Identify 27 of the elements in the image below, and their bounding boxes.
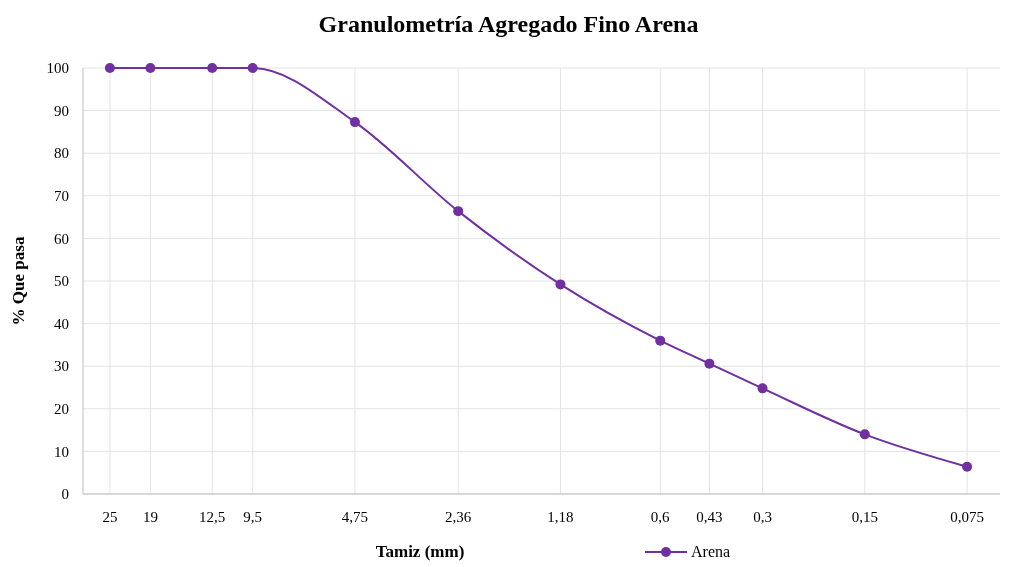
x-tick-label: 0,6 [650, 509, 671, 525]
y-tick-label: 60 [54, 230, 69, 247]
y-tick-label: 0 [61, 486, 69, 503]
x-tick-label: 25 [102, 509, 118, 525]
y-tick-label: 10 [54, 443, 69, 460]
x-axis-title: Tamiz (mm) [375, 542, 465, 561]
x-tick-label: 0,3 [753, 509, 772, 525]
x-tick-label: 1,18 [547, 509, 574, 525]
y-tick-label: 50 [54, 273, 69, 290]
x-tick-label: 0,43 [696, 509, 723, 525]
x-tick-label: 0,15 [851, 509, 878, 525]
x-tick-label: 0,075 [950, 509, 984, 525]
x-tick-label: 19 [142, 509, 158, 525]
chart-title: Granulometría Agregado Fino Arena [318, 11, 699, 37]
x-tick-label: 9,5 [243, 509, 263, 525]
y-tick-label: 100 [46, 60, 69, 77]
legend-label: Arena [691, 543, 731, 560]
x-tick-label: 2,36 [445, 509, 472, 525]
x-tick-label: 4,75 [341, 509, 369, 525]
x-tick-label: 12,5 [199, 509, 226, 525]
y-tick-label: 20 [54, 401, 69, 418]
y-tick-label: 40 [54, 315, 69, 332]
y-tick-label: 30 [54, 358, 69, 375]
y-tick-label: 90 [54, 102, 69, 119]
y-tick-label: 70 [54, 188, 69, 205]
y-tick-label: 80 [54, 145, 69, 162]
y-axis-title: % Que pasa [9, 236, 28, 326]
